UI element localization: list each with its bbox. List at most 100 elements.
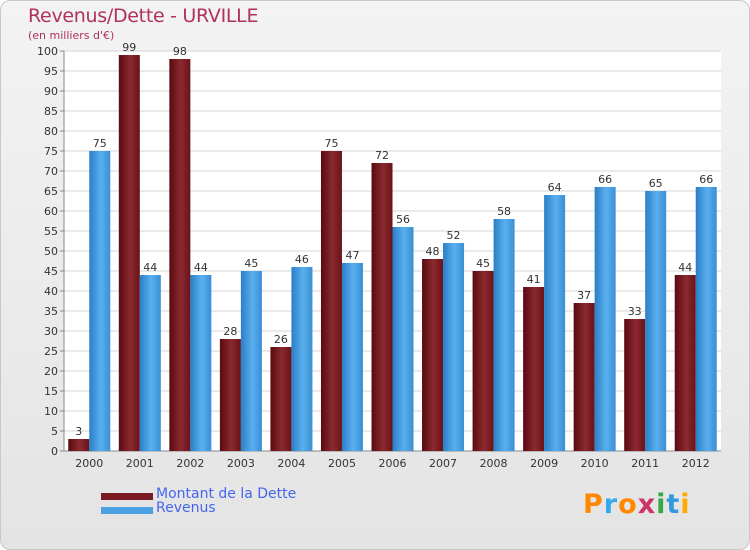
- data-label-revenus: 66: [598, 173, 612, 186]
- legend-swatch-revenus: [101, 507, 153, 514]
- x-tick-label: 2006: [379, 457, 407, 470]
- y-tick-label: 30: [44, 325, 58, 338]
- y-tick-label: 35: [44, 305, 58, 318]
- logo-letter: x: [637, 489, 657, 520]
- data-label-debt: 33: [628, 305, 642, 318]
- y-tick-label: 60: [44, 205, 58, 218]
- bar-revenus: [190, 275, 212, 451]
- bar-debt: [674, 275, 696, 451]
- y-tick-label: 40: [44, 285, 58, 298]
- bar-revenus: [594, 187, 616, 451]
- x-tick-label: 2004: [277, 457, 305, 470]
- data-label-revenus: 52: [447, 229, 461, 242]
- bar-revenus: [695, 187, 717, 451]
- data-label-revenus: 46: [295, 253, 309, 266]
- data-label-revenus: 47: [345, 249, 359, 262]
- bar-debt: [371, 163, 393, 451]
- logo-letter: o: [618, 489, 638, 520]
- x-tick-label: 2010: [581, 457, 609, 470]
- x-tick-label: 2011: [631, 457, 659, 470]
- y-tick-label: 0: [51, 445, 58, 458]
- data-label-debt: 26: [274, 333, 288, 346]
- bar-debt: [472, 271, 494, 451]
- x-tick-label: 2000: [75, 457, 103, 470]
- bar-revenus: [443, 243, 465, 451]
- bar-debt: [219, 339, 241, 451]
- data-label-revenus: 58: [497, 205, 511, 218]
- bar-debt: [523, 287, 545, 451]
- data-label-debt: 72: [375, 149, 389, 162]
- x-tick-label: 2009: [530, 457, 558, 470]
- data-label-revenus: 45: [244, 257, 258, 270]
- x-tick-label: 2002: [176, 457, 204, 470]
- data-label-debt: 75: [324, 137, 338, 150]
- bar-revenus: [240, 271, 262, 451]
- logo-letter: i: [680, 489, 691, 520]
- data-label-debt: 41: [527, 273, 541, 286]
- y-tick-label: 5: [51, 425, 58, 438]
- y-tick-label: 95: [44, 65, 58, 78]
- y-tick-label: 90: [44, 85, 58, 98]
- y-tick-label: 80: [44, 125, 58, 138]
- data-label-debt: 3: [75, 425, 82, 438]
- bar-debt: [270, 347, 292, 451]
- chart-subtitle: (en milliers d'€): [28, 29, 115, 42]
- data-label-debt: 45: [476, 257, 490, 270]
- data-label-debt: 28: [223, 325, 237, 338]
- data-label-revenus: 64: [548, 181, 562, 194]
- bar-revenus: [493, 219, 515, 451]
- bar-debt: [68, 439, 90, 451]
- x-tick-label: 2012: [682, 457, 710, 470]
- x-tick-label: 2001: [126, 457, 154, 470]
- bar-debt: [422, 259, 444, 451]
- chart-title: Revenus/Dette - URVILLE: [28, 5, 259, 27]
- bar-revenus: [392, 227, 414, 451]
- bar-debt: [169, 59, 191, 451]
- logo-letter: P: [583, 489, 604, 520]
- data-label-debt: 48: [426, 245, 440, 258]
- data-label-revenus: 44: [143, 261, 157, 274]
- y-tick-label: 70: [44, 165, 58, 178]
- data-label-debt: 99: [122, 41, 136, 54]
- data-label-revenus: 75: [93, 137, 107, 150]
- x-tick-label: 2003: [227, 457, 255, 470]
- bar-debt: [573, 303, 595, 451]
- legend-swatch-debt: [101, 493, 153, 500]
- y-tick-label: 65: [44, 185, 58, 198]
- y-tick-label: 20: [44, 365, 58, 378]
- bar-revenus: [89, 151, 111, 451]
- logo-letter: r: [603, 489, 619, 520]
- y-tick-label: 100: [37, 45, 58, 58]
- data-label-revenus: 66: [699, 173, 713, 186]
- y-tick-label: 85: [44, 105, 58, 118]
- bar-debt: [624, 319, 646, 451]
- bar-revenus: [341, 263, 363, 451]
- y-tick-label: 50: [44, 245, 58, 258]
- x-tick-label: 2007: [429, 457, 457, 470]
- legend-label-revenus: Revenus: [156, 500, 216, 516]
- x-tick-label: 2005: [328, 457, 356, 470]
- bar-debt: [118, 55, 140, 451]
- data-label-debt: 44: [678, 261, 692, 274]
- y-tick-label: 15: [44, 385, 58, 398]
- y-tick-label: 25: [44, 345, 58, 358]
- bar-debt: [320, 151, 342, 451]
- data-label-revenus: 65: [649, 177, 663, 190]
- legend-label-debt: Montant de la Dette: [156, 486, 297, 502]
- bar-revenus: [139, 275, 161, 451]
- bar-revenus: [544, 195, 566, 451]
- data-label-debt: 37: [577, 289, 591, 302]
- y-tick-label: 55: [44, 225, 58, 238]
- y-tick-label: 45: [44, 265, 58, 278]
- bar-revenus: [645, 191, 667, 451]
- proxiti-logo: Proxiti: [583, 489, 691, 520]
- y-tick-label: 10: [44, 405, 58, 418]
- data-label-revenus: 56: [396, 213, 410, 226]
- data-label-revenus: 44: [194, 261, 208, 274]
- bar-revenus: [291, 267, 313, 451]
- logo-letter: t: [666, 489, 681, 520]
- data-label-debt: 98: [173, 45, 187, 58]
- logo-letter: i: [656, 489, 667, 520]
